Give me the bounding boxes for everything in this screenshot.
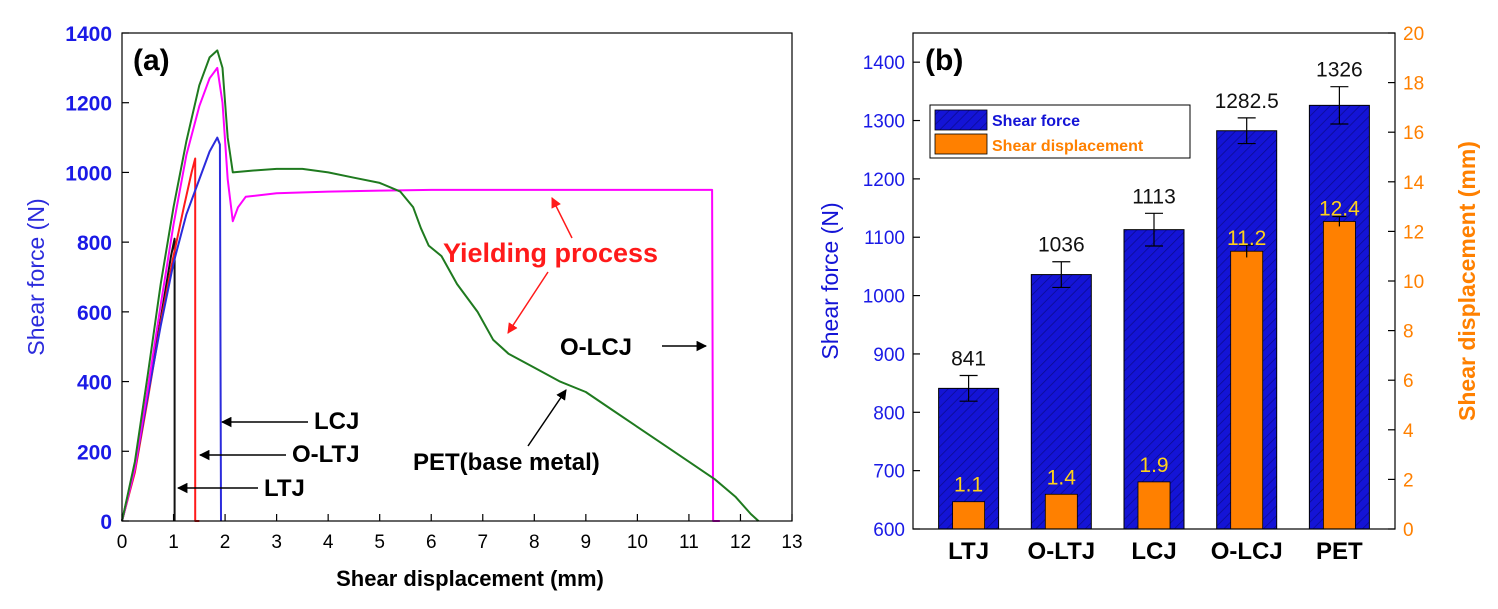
right-tick-label: 20 [1403, 24, 1424, 45]
panel-a-plot-frame [121, 32, 793, 522]
x-tick-label: 2 [220, 532, 231, 553]
panel-a-label: (a) [133, 44, 170, 77]
right-tick-label: 6 [1403, 371, 1414, 392]
panel-a-x-ticks: 0 1 2 3 4 5 6 7 8 9 10 11 12 13 [117, 514, 803, 553]
y-tick-label: 1400 [65, 23, 112, 46]
legend-label-shear-force: Shear force [992, 113, 1080, 130]
left-tick-label: 900 [873, 345, 905, 366]
data-label-shear-force-pet: 1326 [1316, 59, 1363, 82]
left-tick-label: 1400 [863, 53, 905, 74]
right-tick-label: 18 [1403, 74, 1424, 95]
panel-b-right-axis-label: Shear displacement (mm) [1454, 141, 1480, 421]
data-label-shear-displacement-ltj: 1.1 [954, 474, 983, 497]
panel-a-y-axis-label: Shear force (N) [23, 198, 49, 355]
panel-b-category-labels: LTJ O-LTJ LCJ O-LCJ PET [948, 538, 1363, 565]
panel-b-bar-chart: 841 1.1 1036 1.4 1113 1.9 1282.5 11.2 1326 12.4 6… [817, 24, 1480, 565]
annotation-ltj: LTJ [264, 475, 305, 502]
annotation-pet-base-metal: PET(base metal) [413, 449, 600, 476]
left-tick-label: 800 [873, 403, 905, 424]
data-label-shear-displacement-pet: 12.4 [1319, 197, 1360, 220]
bar-shear-force-lcj [1123, 229, 1185, 530]
right-tick-label: 14 [1403, 173, 1425, 194]
x-tick-label: 11 [679, 532, 699, 553]
annotation-yielding-process: Yielding process [443, 238, 658, 268]
x-tick-label: 12 [730, 532, 751, 553]
legend-label-shear-displacement: Shear displacement [992, 138, 1144, 155]
panel-b-right-ticks: 0 2 4 6 8 10 12 14 16 18 20 [1388, 24, 1425, 541]
data-label-shear-displacement-o-lcj: 11.2 [1227, 227, 1266, 250]
category-label-pet: PET [1316, 538, 1363, 565]
data-label-shear-displacement-lcj: 1.9 [1139, 454, 1168, 477]
legend-swatch-shear-displacement [934, 133, 988, 155]
category-label-o-lcj: O-LCJ [1211, 538, 1283, 565]
data-label-shear-force-o-ltj: 1036 [1038, 234, 1085, 257]
arrow-pet [527, 389, 567, 447]
x-tick-label: 1 [168, 532, 179, 553]
bar-shear-force-o-ltj [1030, 274, 1092, 530]
panel-b-left-ticks: 600 700 800 900 1000 1100 1200 1300 1400 [863, 53, 920, 541]
panel-b-bars: 841 1.1 1036 1.4 1113 1.9 1282.5 11.2 1326 12.4 [938, 59, 1370, 530]
panel-b-label: (b) [925, 44, 963, 77]
panel-a-series-lines [121, 49, 760, 522]
panel-b-legend: Shear force Shear displacement [929, 104, 1191, 159]
y-tick-label: 1200 [65, 93, 112, 116]
category-label-ltj: LTJ [948, 538, 989, 565]
data-label-shear-force-o-lcj: 1282.5 [1215, 90, 1279, 113]
bar-shear-displacement-lcj [1137, 481, 1171, 530]
panel-b-left-axis-label: Shear force (N) [817, 202, 843, 359]
legend-swatch-shear-force [934, 109, 988, 131]
series-line-pet-base-metal [121, 49, 760, 522]
x-tick-label: 4 [323, 532, 334, 553]
category-label-lcj: LCJ [1131, 538, 1176, 565]
panel-a-y-ticks: 0 200 400 600 800 1000 1200 1400 [65, 23, 129, 534]
arrow-yielding-lower [507, 271, 549, 334]
arrow-yielding-upper [551, 197, 573, 239]
annotation-lcj: LCJ [314, 408, 359, 435]
y-tick-label: 0 [100, 511, 112, 534]
bar-shear-displacement-o-lcj [1230, 250, 1264, 530]
y-tick-label: 400 [77, 372, 112, 395]
x-tick-label: 8 [529, 532, 540, 553]
left-tick-label: 1300 [863, 112, 905, 133]
bar-shear-displacement-o-ltj [1044, 493, 1078, 530]
left-tick-label: 1100 [864, 228, 905, 249]
y-tick-label: 800 [77, 232, 112, 255]
y-tick-label: 600 [77, 302, 112, 325]
data-label-shear-force-ltj: 841 [951, 348, 986, 371]
x-tick-label: 5 [374, 532, 385, 553]
right-tick-label: 2 [1403, 470, 1414, 491]
panel-a-x-axis-label: Shear displacement (mm) [336, 566, 604, 591]
panel-a-line-chart: 0 1 2 3 4 5 6 7 8 9 10 11 12 13 020040060080010001200… [23, 23, 803, 591]
x-tick-label: 7 [477, 532, 488, 553]
left-tick-label: 700 [873, 462, 905, 483]
right-tick-label: 12 [1403, 222, 1424, 243]
left-tick-label: 600 [873, 520, 905, 541]
x-tick-label: 0 [117, 532, 128, 553]
right-tick-label: 10 [1403, 272, 1424, 293]
left-tick-label: 1200 [863, 170, 905, 191]
x-tick-label: 10 [627, 532, 648, 553]
series-line-o-lcj [121, 66, 720, 522]
category-label-o-ltj: O-LTJ [1028, 538, 1096, 565]
right-tick-label: 0 [1403, 520, 1414, 541]
y-tick-label: 1000 [65, 162, 112, 185]
data-label-shear-force-lcj: 1113 [1132, 185, 1176, 208]
right-tick-label: 16 [1403, 123, 1424, 144]
x-tick-label: 6 [426, 532, 437, 553]
data-label-shear-displacement-o-ltj: 1.4 [1047, 466, 1077, 489]
y-tick-label: 200 [77, 441, 112, 464]
x-tick-label: 13 [781, 532, 802, 553]
bar-shear-displacement-pet [1322, 221, 1356, 530]
annotation-o-ltj: O-LTJ [292, 441, 360, 468]
right-tick-label: 8 [1403, 322, 1414, 343]
left-tick-label: 1000 [863, 287, 905, 308]
x-tick-label: 3 [271, 532, 282, 553]
x-tick-label: 9 [581, 532, 592, 553]
right-tick-label: 4 [1403, 421, 1414, 442]
bar-shear-displacement-ltj [952, 501, 986, 530]
annotation-o-lcj: O-LCJ [560, 334, 632, 361]
